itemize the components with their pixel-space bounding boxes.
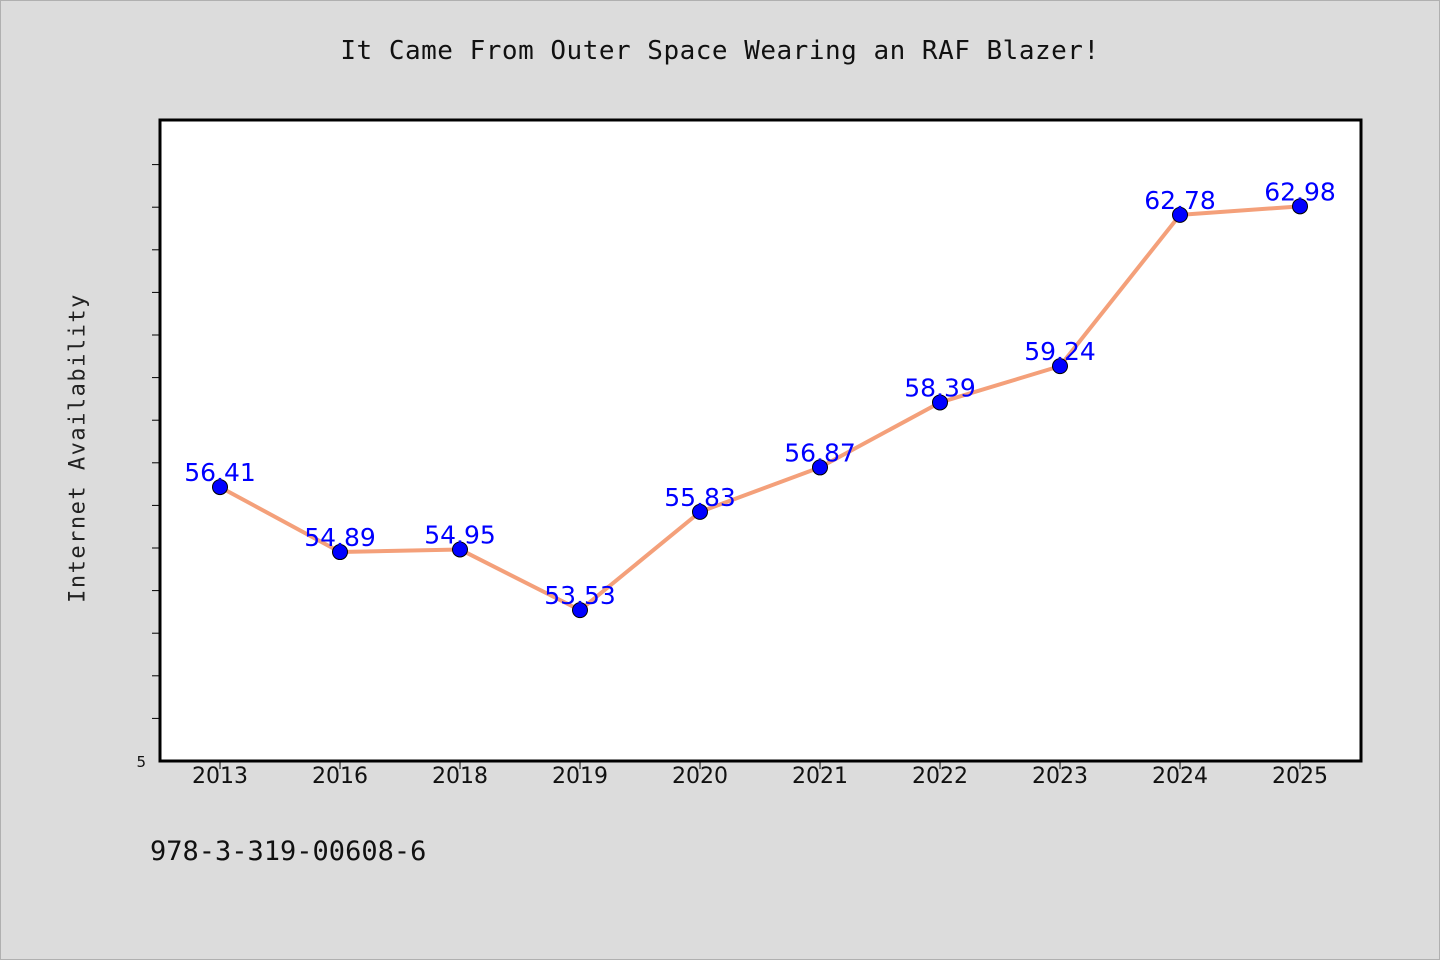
data-label: 53.53 xyxy=(544,581,616,610)
data-label: 55.83 xyxy=(664,483,736,512)
data-point xyxy=(212,479,228,496)
data-point xyxy=(332,544,348,561)
data-point xyxy=(452,541,468,558)
x-tick-label: 2022 xyxy=(912,764,968,789)
x-tick-label: 2018 xyxy=(432,764,488,789)
data-point xyxy=(1172,206,1188,223)
x-tick-label: 2019 xyxy=(552,764,608,789)
y-tick-label: 5 xyxy=(136,753,146,771)
data-label: 58.39 xyxy=(904,373,976,402)
x-tick-label: 2013 xyxy=(192,764,248,789)
x-tick-label: 2025 xyxy=(1272,764,1328,789)
data-label: 62.98 xyxy=(1264,177,1336,206)
x-tick-label: 2020 xyxy=(672,764,728,789)
chart-title: It Came From Outer Space Wearing an RAF … xyxy=(340,36,1100,66)
data-label: 56.87 xyxy=(784,438,856,467)
data-point xyxy=(692,503,708,520)
data-label: 54.95 xyxy=(424,520,496,549)
x-tick-label: 2024 xyxy=(1152,764,1208,789)
plot-area xyxy=(158,118,1363,763)
y-axis-ticks: 5 xyxy=(136,164,160,771)
data-label: 54.89 xyxy=(304,523,376,552)
data-point xyxy=(812,459,828,476)
data-label: 62.78 xyxy=(1144,186,1216,215)
series-layer xyxy=(212,198,1308,619)
x-axis-ticks: 2013 2016 2018 2019 2020 2021 2022 2023 2024 2025 xyxy=(192,761,1328,789)
data-point xyxy=(1292,198,1308,215)
x-tick-label: 2021 xyxy=(792,764,848,789)
data-point xyxy=(932,394,948,411)
data-label: 56.41 xyxy=(184,458,256,487)
data-label-layer: 56.41 54.89 54.95 53.53 55.83 56.87 58.39 59.24… xyxy=(184,177,1336,610)
data-point xyxy=(1052,358,1068,375)
data-label: 59.24 xyxy=(1024,337,1096,366)
series-line xyxy=(219,204,1301,613)
x-tick-label: 2023 xyxy=(1032,764,1088,789)
x-tick-label: 2016 xyxy=(312,764,368,789)
isbn-text: 978-3-319-00608-6 xyxy=(150,836,427,867)
data-point xyxy=(572,602,588,619)
